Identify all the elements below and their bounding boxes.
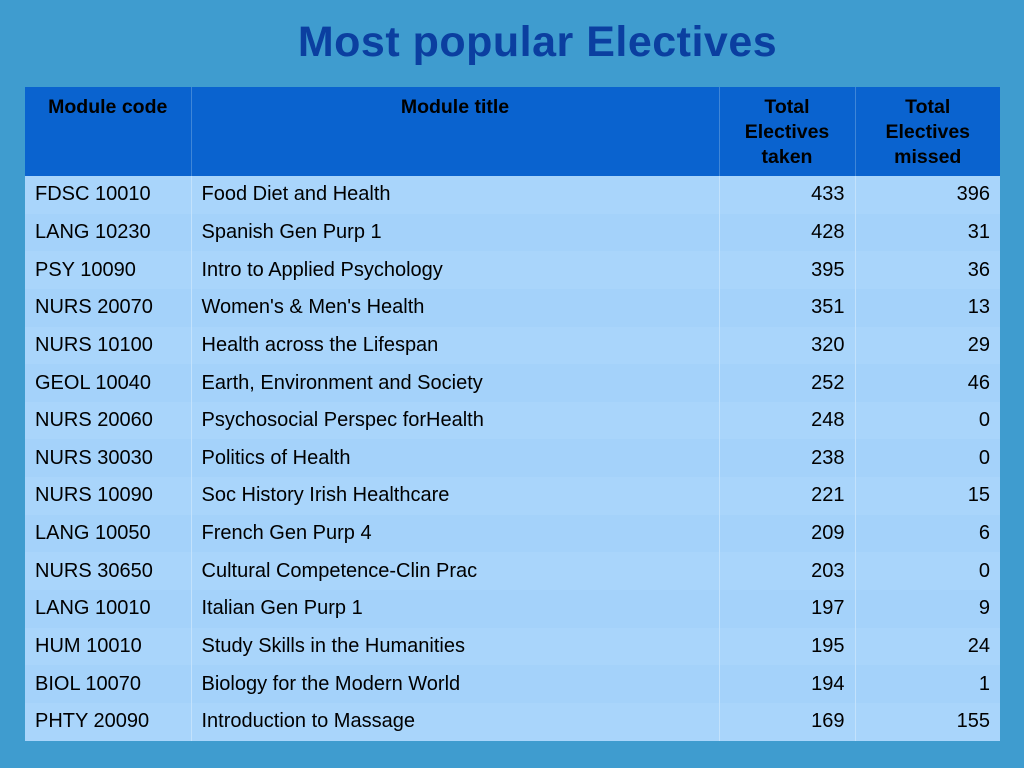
- cell-module-code: NURS 20070: [25, 288, 192, 327]
- cell-total-taken: 252: [719, 364, 856, 402]
- cell-module-code: GEOL 10040: [25, 364, 192, 402]
- cell-total-missed: 6: [855, 514, 1000, 553]
- cell-module-title: Italian Gen Purp 1: [191, 590, 720, 628]
- cell-total-taken: 209: [719, 514, 856, 553]
- header-total-taken-line1: Total: [764, 96, 810, 118]
- cell-module-title: Earth, Environment and Society: [191, 364, 720, 402]
- table-row: LANG 10050 French Gen Purp 4 209 6: [25, 514, 1000, 553]
- cell-module-code: NURS 30030: [25, 439, 192, 478]
- cell-module-code: LANG 10230: [25, 213, 192, 252]
- header-module-title: Module title: [191, 87, 720, 176]
- table-row: NURS 20070 Women's & Men's Health 351 13: [25, 288, 1000, 327]
- slide-title: Most popular Electives: [297, 18, 778, 66]
- header-module-code: Module code: [25, 87, 192, 176]
- cell-total-taken: 203: [719, 552, 856, 591]
- cell-module-code: NURS 20060: [25, 401, 192, 440]
- cell-module-code: HUM 10010: [25, 627, 192, 666]
- cell-total-taken: 169: [719, 702, 856, 741]
- cell-total-missed: 31: [855, 213, 1000, 252]
- table-row: BIOL 10070 Biology for the Modern World …: [25, 665, 1000, 703]
- cell-total-missed: 0: [855, 439, 1000, 478]
- cell-module-title: Psychosocial Perspec forHealth: [191, 401, 720, 440]
- cell-total-missed: 155: [855, 702, 1000, 741]
- table-row: LANG 10010 Italian Gen Purp 1 197 9: [25, 590, 1000, 628]
- header-total-taken-line2: Electives: [744, 121, 830, 143]
- header-total-taken-line3: taken: [761, 146, 813, 168]
- cell-module-code: FDSC 10010: [25, 176, 192, 214]
- electives-table: Module code Module title Total Electives t…: [25, 87, 1000, 741]
- header-total-taken: Total Electives taken: [719, 87, 856, 176]
- cell-module-title: Study Skills in the Humanities: [191, 627, 720, 666]
- cell-total-missed: 36: [855, 251, 1000, 289]
- cell-module-title: Cultural Competence-Clin Prac: [191, 552, 720, 591]
- cell-module-title: Biology for the Modern World: [191, 665, 720, 703]
- cell-total-missed: 1: [855, 665, 1000, 703]
- header-total-missed-line1: Total: [905, 96, 951, 118]
- table-row: PHTY 20090 Introduction to Massage 169 1…: [25, 702, 1000, 741]
- cell-total-taken: 433: [719, 176, 856, 214]
- table-row: NURS 20060 Psychosocial Perspec forHealt…: [25, 401, 1000, 440]
- cell-module-code: LANG 10010: [25, 590, 192, 628]
- cell-module-title: Health across the Lifespan: [191, 326, 720, 365]
- cell-total-missed: 396: [855, 176, 1000, 214]
- cell-module-code: BIOL 10070: [25, 665, 192, 703]
- table-row: NURS 30650 Cultural Competence-Clin Prac…: [25, 552, 1000, 591]
- cell-total-missed: 9: [855, 590, 1000, 628]
- cell-module-title: Women's & Men's Health: [191, 288, 720, 327]
- cell-module-title: Introduction to Massage: [191, 702, 720, 741]
- cell-module-code: PSY 10090: [25, 251, 192, 289]
- cell-total-taken: 194: [719, 665, 856, 703]
- header-total-missed: Total Electives missed: [855, 87, 1000, 176]
- cell-total-taken: 197: [719, 590, 856, 628]
- cell-total-taken: 195: [719, 627, 856, 666]
- cell-module-code: LANG 10050: [25, 514, 192, 553]
- cell-total-missed: 0: [855, 552, 1000, 591]
- table-row: NURS 30030 Politics of Health 238 0: [25, 439, 1000, 478]
- cell-module-title: Intro to Applied Psychology: [191, 251, 720, 289]
- table-row: HUM 10010 Study Skills in the Humanities…: [25, 627, 1000, 666]
- cell-module-title: Politics of Health: [191, 439, 720, 478]
- cell-module-code: NURS 10090: [25, 477, 192, 515]
- cell-total-taken: 320: [719, 326, 856, 365]
- cell-total-taken: 221: [719, 477, 856, 515]
- cell-module-title: Spanish Gen Purp 1: [191, 213, 720, 252]
- cell-module-code: NURS 10100: [25, 326, 192, 365]
- cell-total-taken: 428: [719, 213, 856, 252]
- table-row: LANG 10230 Spanish Gen Purp 1 428 31: [25, 213, 1000, 252]
- table-row: NURS 10100 Health across the Lifespan 32…: [25, 326, 1000, 365]
- cell-module-title: Food Diet and Health: [191, 176, 720, 214]
- cell-total-taken: 395: [719, 251, 856, 289]
- cell-module-code: NURS 30650: [25, 552, 192, 591]
- cell-module-code: PHTY 20090: [25, 702, 192, 741]
- cell-total-taken: 248: [719, 401, 856, 440]
- cell-total-missed: 13: [855, 288, 1000, 327]
- cell-total-missed: 15: [855, 477, 1000, 515]
- table-row: GEOL 10040 Earth, Environment and Societ…: [25, 364, 1000, 402]
- table-row: FDSC 10010 Food Diet and Health 433 396: [25, 176, 1000, 214]
- cell-total-missed: 46: [855, 364, 1000, 402]
- cell-total-taken: 351: [719, 288, 856, 327]
- table-header-row: Module code Module title Total Electives t…: [25, 87, 1000, 176]
- table-row: NURS 10090 Soc History Irish Healthcare …: [25, 477, 1000, 515]
- header-total-missed-line2: Electives: [885, 121, 971, 143]
- cell-module-title: French Gen Purp 4: [191, 514, 720, 553]
- cell-total-taken: 238: [719, 439, 856, 478]
- cell-total-missed: 24: [855, 627, 1000, 666]
- cell-total-missed: 0: [855, 401, 1000, 440]
- cell-total-missed: 29: [855, 326, 1000, 365]
- table-row: PSY 10090 Intro to Applied Psychology 39…: [25, 251, 1000, 289]
- cell-module-title: Soc History Irish Healthcare: [191, 477, 720, 515]
- header-total-missed-line3: missed: [894, 146, 962, 168]
